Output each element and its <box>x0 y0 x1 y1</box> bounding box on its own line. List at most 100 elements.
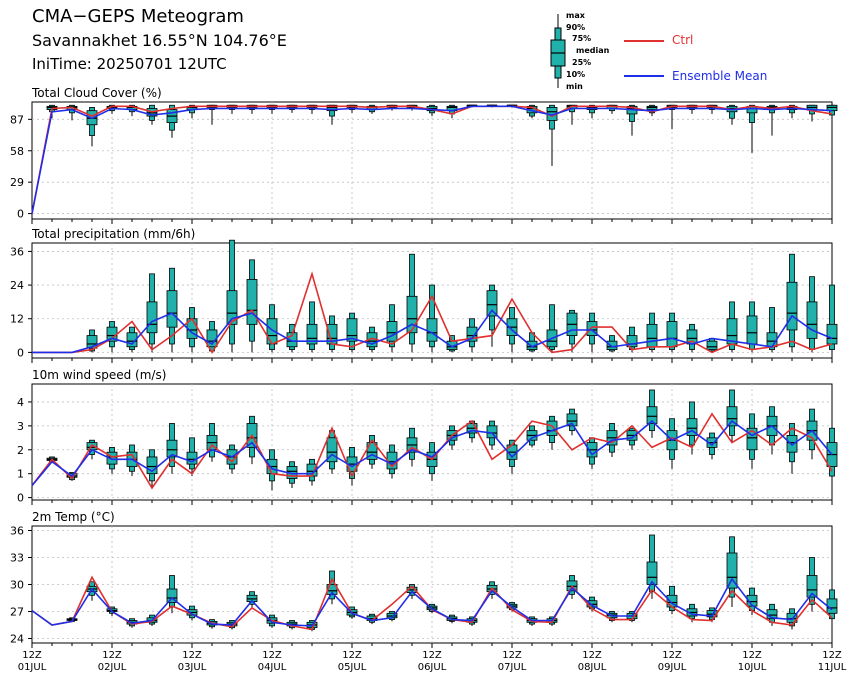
mean-legend-label: Ensemble Mean <box>672 69 768 83</box>
location-label: Savannakhet 16.55°N 104.76°E <box>32 31 287 50</box>
box-inner <box>406 295 418 334</box>
x-tick-date: 04JUL <box>258 662 287 673</box>
temp-box <box>246 591 258 608</box>
precip-box <box>246 259 258 353</box>
cloud-box <box>726 104 738 125</box>
box-inner <box>646 323 658 348</box>
box-inner <box>166 439 178 458</box>
box-inner <box>306 323 318 345</box>
legend-median: median <box>576 46 610 55</box>
cloud-box <box>326 104 338 125</box>
box-inner <box>606 340 618 350</box>
wind-box <box>326 430 338 474</box>
box-inner <box>626 335 638 348</box>
box-inner <box>486 290 498 317</box>
cloud-ytick-label: 0 <box>17 208 24 221</box>
precip-box <box>226 239 238 353</box>
temp-title: 2m Temp (°C) <box>32 510 115 524</box>
box-inner <box>646 406 658 424</box>
box-inner <box>146 456 158 475</box>
legend-p90: 90% <box>566 23 586 32</box>
precip-box <box>306 301 318 353</box>
box-inner <box>586 321 598 336</box>
x-tick-hour: 12Z <box>422 650 442 661</box>
wind-box <box>306 458 318 486</box>
wind-box <box>626 427 638 450</box>
precip-box <box>266 304 278 353</box>
wind-box <box>646 389 658 438</box>
wind-box <box>166 423 178 474</box>
box-inner <box>686 418 698 436</box>
wind-box <box>826 427 838 484</box>
box-inner <box>706 340 718 350</box>
temp-ytick-label: 33 <box>10 552 24 565</box>
wind-box <box>106 446 118 474</box>
wind-mean-line <box>31 420 833 487</box>
mean-legend-line <box>624 75 664 77</box>
precip-ytick-label: 36 <box>10 245 24 258</box>
box-inner <box>246 279 258 325</box>
box-inner <box>786 435 798 453</box>
legend-p25: 25% <box>572 58 592 67</box>
precip-box <box>806 276 818 353</box>
wind-box <box>206 423 218 462</box>
box-inner <box>746 315 758 345</box>
x-tick-hour: 12Z <box>102 650 122 661</box>
precip-box <box>826 284 838 353</box>
ctrl-legend-label: Ctrl <box>672 33 694 47</box>
x-tick-hour: 12Z <box>582 650 602 661</box>
box-inner <box>386 321 398 342</box>
cloud-box <box>146 104 158 125</box>
precip-box <box>406 253 418 353</box>
wind-box <box>546 415 558 450</box>
precip-title: Total precipitation (mm/6h) <box>31 227 195 241</box>
x-tick-date: 02JUL <box>98 662 127 673</box>
box-outer <box>829 284 835 350</box>
precip-box <box>546 304 558 353</box>
legend-min: min <box>566 82 583 91</box>
box-inner <box>366 442 378 460</box>
box-inner <box>326 437 338 463</box>
box-inner <box>126 332 138 348</box>
wind-ytick-label: 4 <box>17 396 24 409</box>
box-inner <box>106 451 118 465</box>
wind-box <box>706 432 718 460</box>
precip-box <box>106 321 118 353</box>
box-inner <box>86 335 98 349</box>
precip-ctrl-line <box>32 271 833 354</box>
ctrl-legend-line <box>624 40 664 42</box>
box-inner <box>146 301 158 334</box>
wind-panel: 10m wind speed (m/s) 0 1 2 3 4 <box>17 368 838 505</box>
legend-p10: 10% <box>566 70 586 79</box>
precip-box <box>646 312 658 353</box>
temp-box <box>806 557 818 612</box>
cloud-mean-line <box>31 105 833 214</box>
temp-mean-line <box>31 577 833 627</box>
box-inner <box>766 332 778 348</box>
precip-box <box>566 309 578 353</box>
wind-box <box>726 389 738 443</box>
box-inner <box>166 588 178 603</box>
box-inner <box>546 420 558 436</box>
wind-box <box>686 401 698 455</box>
box-inner <box>726 552 738 589</box>
x-tick-date: 05JUL <box>338 662 367 673</box>
temp-box <box>726 536 738 607</box>
box-inner <box>346 318 358 342</box>
wind-box <box>426 442 438 481</box>
temp-box <box>646 534 658 599</box>
precip-box <box>786 253 798 353</box>
precip-box <box>486 284 498 347</box>
wind-ytick-label: 0 <box>17 492 24 505</box>
wind-box <box>146 449 158 489</box>
temp-ytick-label: 27 <box>10 606 24 619</box>
box-inner <box>426 318 438 342</box>
cloud-box <box>746 104 758 153</box>
wind-box <box>766 406 778 455</box>
wind-ytick-label: 1 <box>17 468 24 481</box>
box-outer <box>549 304 555 350</box>
box-inner <box>826 323 838 345</box>
box-inner <box>286 332 298 348</box>
box-inner <box>226 290 238 325</box>
